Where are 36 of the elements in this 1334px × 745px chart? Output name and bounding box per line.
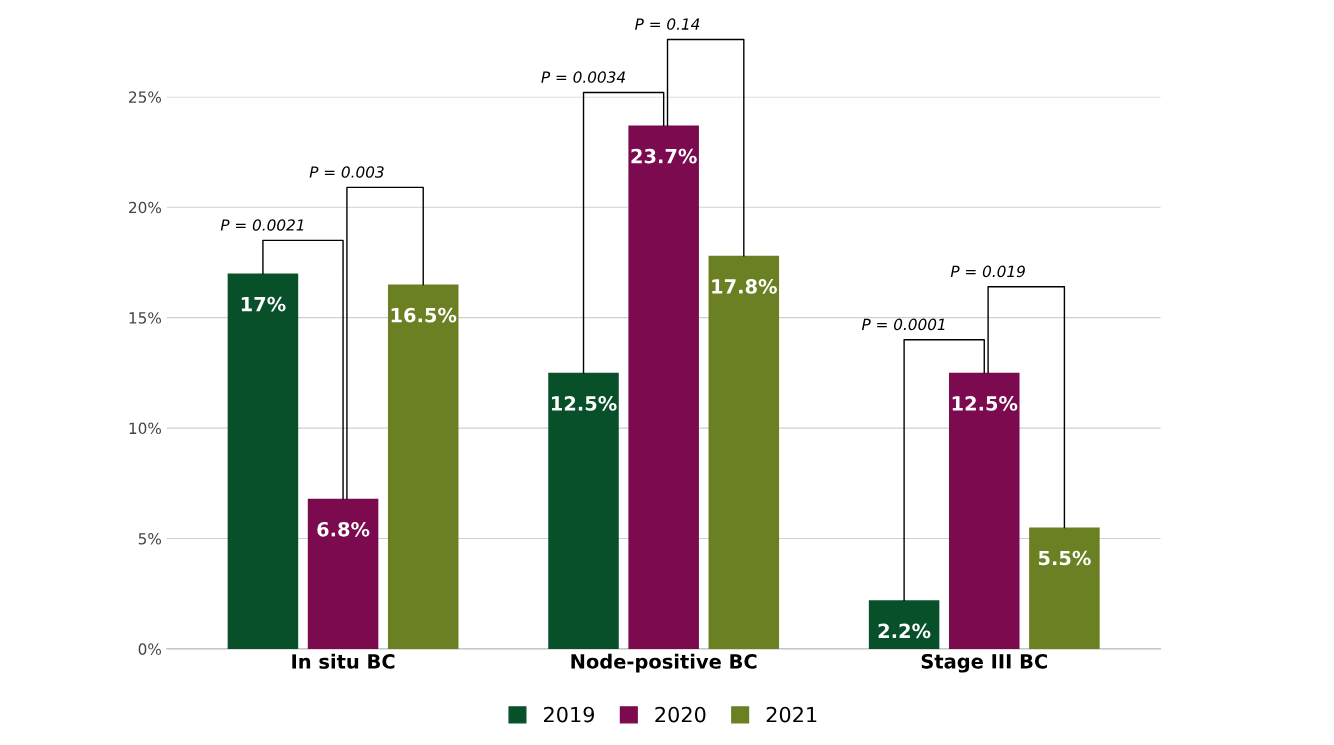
data-label: 12.5% <box>551 396 617 411</box>
data-label: 17% <box>241 296 286 312</box>
y-tick-label: 5% <box>138 532 162 545</box>
text: P = 0.14 <box>635 18 700 30</box>
y-tick-label: 20% <box>129 201 162 214</box>
bar <box>948 372 1020 649</box>
x-tick-label: Stage III BC <box>921 653 1047 673</box>
y-tick-label: 10% <box>129 422 162 435</box>
bar <box>868 600 940 649</box>
x-tick-label: Node-positive BC <box>571 653 757 673</box>
legend-label: 2021 <box>766 706 817 723</box>
x-tick-label: In situ BC <box>292 653 395 669</box>
legend-label: 2019 <box>543 706 595 723</box>
data-label: 23.7% <box>631 148 697 164</box>
annotation: P = 0.019 <box>950 265 1025 278</box>
annotation: P = 0.0001 <box>861 318 945 331</box>
bar <box>307 498 379 649</box>
data-label: 2.2% <box>878 623 931 639</box>
y-tick-label: 15% <box>129 312 162 324</box>
bar <box>227 273 299 649</box>
data-label: 12.5% <box>952 396 1018 411</box>
bar <box>387 284 459 649</box>
legend-label: 2020 <box>655 706 706 723</box>
text: P = 0.0034 <box>541 71 626 83</box>
y-tick-label: 25% <box>129 91 162 103</box>
y-tick-label: 0% <box>138 643 162 655</box>
bar <box>548 372 619 649</box>
bar <box>628 125 699 649</box>
data-label: 5.5% <box>1038 550 1091 566</box>
bar <box>708 255 780 649</box>
annotation: P = 0.003 <box>309 166 384 178</box>
data-label: 6.8% <box>317 521 370 537</box>
data-label: 17.8% <box>712 279 777 294</box>
data-label: 16.5% <box>391 307 457 323</box>
bar <box>1029 527 1100 649</box>
annotation: P = 0.0021 <box>220 219 304 231</box>
